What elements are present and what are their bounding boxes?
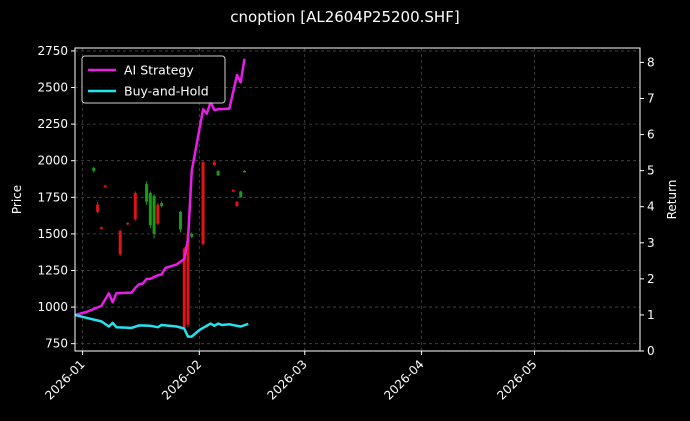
candle-body (186, 233, 190, 325)
y-right-tick-label: 7 (647, 92, 655, 106)
legend-label-buy-and-hold: Buy-and-Hold (124, 84, 209, 99)
candle-body (160, 203, 164, 207)
legend-box (81, 55, 226, 104)
candle-body (96, 204, 100, 212)
y-left-tick-label: 1750 (37, 190, 68, 204)
chart-title: cnoption [AL2604P25200.SHF] (230, 8, 460, 26)
y-right-tick-label: 4 (647, 200, 655, 214)
x-tick-label: 2026-03 (265, 357, 310, 402)
candle-body (190, 233, 194, 237)
y-right-tick-label: 2 (647, 272, 655, 286)
candle-body (201, 162, 205, 245)
series-line-buy-and-hold (74, 313, 249, 338)
x-tick-label: 2026-04 (381, 357, 426, 402)
candle-body (133, 192, 137, 220)
candle-body (145, 184, 149, 202)
candle-body (103, 185, 107, 188)
y-right-tick-label: 1 (647, 308, 655, 322)
candle-body (118, 230, 122, 255)
candle-body (235, 201, 239, 207)
candle-body (99, 227, 103, 229)
y-right-tick-label: 3 (647, 236, 655, 250)
legend: AI Strategy Buy-and-Hold (81, 55, 226, 104)
candle-body (212, 162, 216, 166)
y-left-axis-label: Price (10, 185, 24, 214)
candle-body (148, 192, 152, 226)
y-left-tick-label: 1250 (37, 263, 68, 277)
y-left-tick-label: 1000 (37, 300, 68, 314)
plot-frame (74, 47, 641, 352)
y-right-tick-label: 5 (647, 164, 655, 178)
candle-body (156, 204, 160, 224)
y-right-tick-label: 6 (647, 128, 655, 142)
grid-lines (75, 48, 640, 351)
y-left-tick-label: 2750 (37, 44, 68, 58)
y-left-tick-label: 2000 (37, 154, 68, 168)
y-right-tick-label: 0 (647, 344, 655, 358)
candle-body (243, 170, 246, 173)
candle-body (152, 195, 156, 234)
series-line-ai-strategy (74, 58, 246, 317)
y-left-tick-label: 2250 (37, 117, 68, 131)
candle-body (239, 191, 243, 198)
x-tick-label: 2026-05 (494, 357, 539, 402)
candle-body (92, 168, 96, 171)
y-right-axis-label: Return (665, 180, 679, 220)
candle-body (216, 170, 220, 176)
candlestick-series (92, 160, 246, 330)
x-tick-label: 2026-01 (42, 357, 87, 402)
candle-body (126, 222, 130, 225)
y-left-tick-label: 750 (45, 337, 68, 351)
return-lines (74, 58, 249, 338)
candle-body (178, 211, 182, 230)
y-left-tick-label: 2500 (37, 81, 68, 95)
candle-body (182, 248, 186, 328)
y-left-tick-label: 1500 (37, 227, 68, 241)
legend-label-ai-strategy: AI Strategy (124, 63, 194, 78)
x-tick-label: 2026-02 (159, 357, 204, 402)
y-right-tick-label: 8 (647, 55, 655, 69)
candle-body (231, 189, 235, 192)
